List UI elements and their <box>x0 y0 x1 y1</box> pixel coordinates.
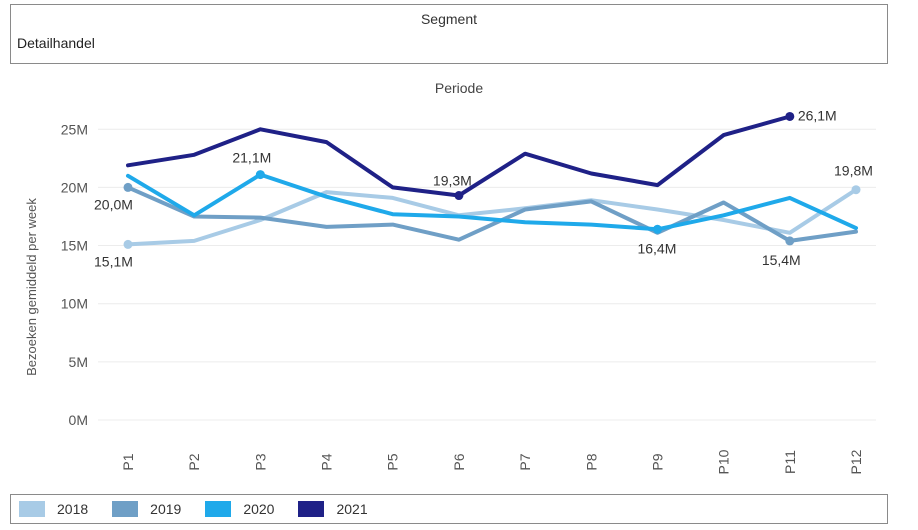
chart-legend: 2018 2019 2020 2021 <box>10 494 888 524</box>
x-tick-label: P11 <box>782 450 798 474</box>
series-line-2019 <box>126 185 858 243</box>
series-line-2020 <box>126 172 858 232</box>
y-tick-label: 0M <box>69 412 88 428</box>
y-tick-label: 20M <box>61 179 88 195</box>
y-axis-title: Bezoeken gemiddeld per week <box>24 198 39 376</box>
y-tick-label: 25M <box>61 121 88 137</box>
data-point-marker <box>123 182 133 192</box>
segment-slicer[interactable]: Segment Detailhandel <box>10 4 888 64</box>
x-tick-label: P2 <box>186 453 202 470</box>
legend-item-2019[interactable]: 2019 <box>112 501 181 517</box>
y-tick-label: 5M <box>69 354 88 370</box>
y-tick-label: 15M <box>61 238 88 254</box>
data-point-marker <box>255 170 265 180</box>
x-tick-label: P12 <box>848 449 864 474</box>
chart-svg: 0M 5M 10M 15M 20M 25M Bezoeken gemiddeld per w… <box>24 107 876 474</box>
data-label: 19,8M <box>834 163 873 179</box>
series-line-2018 <box>126 187 858 247</box>
x-tick-label: P7 <box>517 453 533 470</box>
legend-swatch <box>205 501 232 517</box>
slicer-value[interactable]: Detailhandel <box>17 35 95 51</box>
data-label: 26,1M <box>798 107 837 123</box>
data-label: 20,0M <box>94 196 133 212</box>
data-point-marker <box>123 239 133 249</box>
x-tick-label: P1 <box>120 453 136 470</box>
y-tick-label: 10M <box>61 296 88 312</box>
data-point-marker <box>454 191 464 201</box>
x-tick-label: P3 <box>252 453 268 470</box>
legend-label: 2018 <box>57 501 89 517</box>
x-tick-label: P4 <box>319 453 335 470</box>
x-tick-label: P5 <box>385 453 401 470</box>
x-tick-label: P10 <box>716 449 732 474</box>
slicer-title: Segment <box>420 11 478 27</box>
legend-item-2020[interactable]: 2020 <box>205 501 274 517</box>
x-tick-label: P8 <box>583 453 599 470</box>
legend-label: 2021 <box>336 501 368 517</box>
legend-swatch <box>19 501 45 517</box>
data-point-marker <box>652 224 662 234</box>
legend-swatch <box>112 501 139 517</box>
data-label: 16,4M <box>637 240 676 256</box>
data-point-marker <box>785 236 795 246</box>
legend-label: 2019 <box>150 501 182 517</box>
line-chart: Periode 0M 5M 10M 15M 20M 25M Bezoeken gemidde… <box>0 70 918 490</box>
x-tick-label: P6 <box>451 453 467 470</box>
x-tick-label: P9 <box>649 453 665 470</box>
data-label: 15,4M <box>762 252 801 268</box>
legend-item-2018[interactable]: 2018 <box>19 501 88 517</box>
chart-title: Periode <box>434 80 484 96</box>
data-point-marker <box>785 111 795 121</box>
legend-label: 2020 <box>243 501 275 517</box>
legend-item-2021[interactable]: 2021 <box>298 501 368 517</box>
legend-swatch <box>298 501 325 517</box>
data-label: 15,1M <box>94 253 133 269</box>
data-point-marker <box>851 185 861 195</box>
data-label: 19,3M <box>433 173 472 189</box>
data-label: 21,1M <box>232 150 271 166</box>
